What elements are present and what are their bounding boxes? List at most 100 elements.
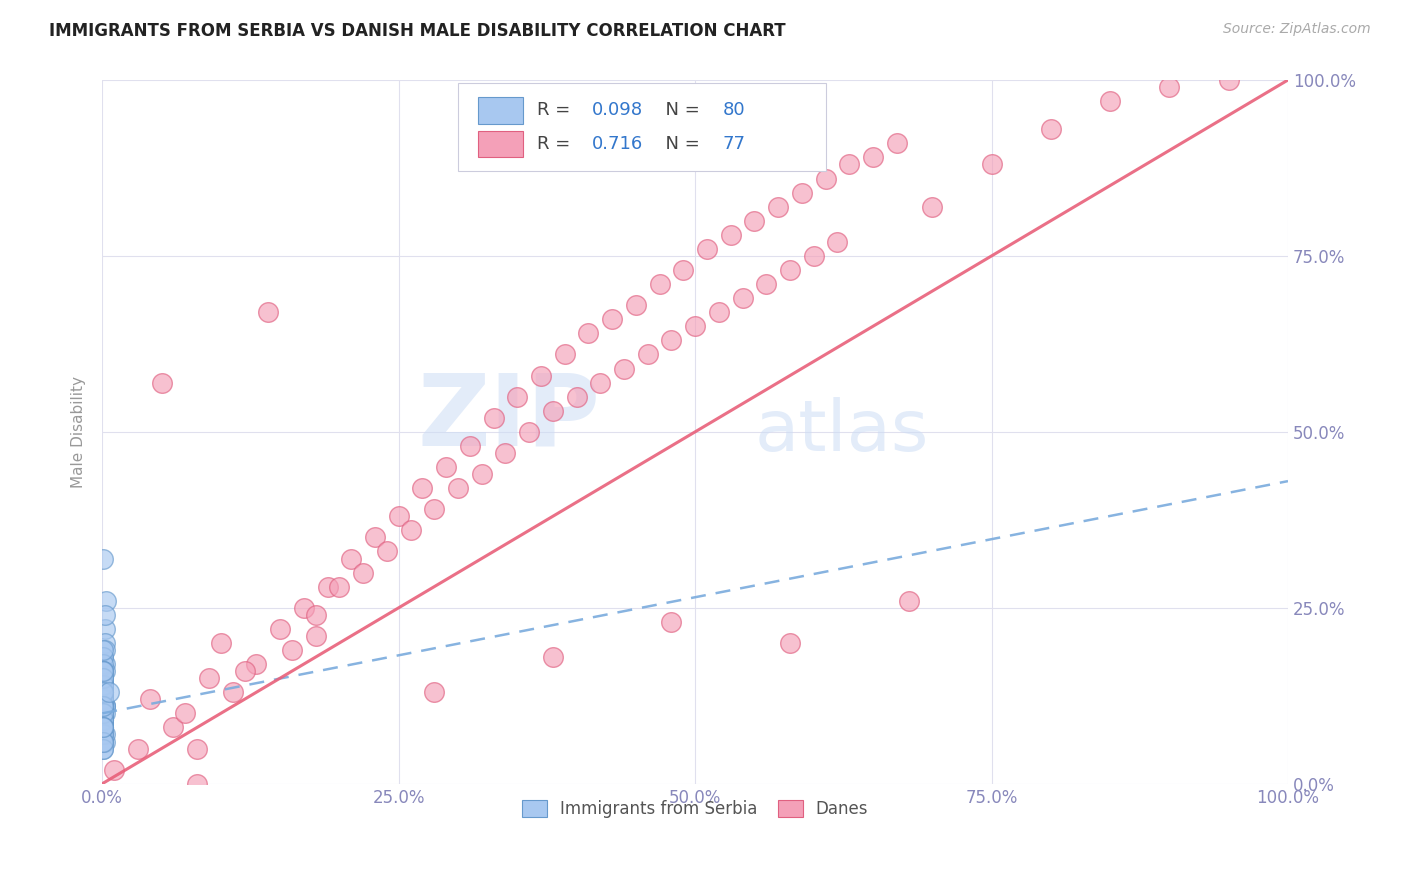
Point	[93, 650, 115, 665]
Point	[648, 277, 671, 291]
Point	[661, 615, 683, 629]
Point	[423, 685, 446, 699]
Point	[93, 734, 115, 748]
Point	[886, 136, 908, 151]
Point	[305, 629, 328, 643]
Point	[779, 263, 801, 277]
Text: 0.098: 0.098	[592, 101, 643, 120]
Point	[93, 664, 115, 678]
Point	[93, 692, 115, 706]
Point	[93, 685, 115, 699]
Point	[93, 721, 115, 735]
Point	[93, 664, 115, 678]
Point	[838, 157, 860, 171]
Point	[93, 714, 115, 728]
Point	[93, 671, 115, 685]
Point	[245, 657, 267, 672]
Point	[93, 734, 115, 748]
Text: R =: R =	[537, 135, 576, 153]
Point	[554, 347, 576, 361]
Point	[423, 502, 446, 516]
Point	[980, 157, 1002, 171]
Point	[530, 368, 553, 383]
Point	[93, 692, 115, 706]
Point	[766, 200, 789, 214]
Point	[328, 580, 350, 594]
Point	[93, 699, 115, 714]
Point	[93, 714, 115, 728]
Point	[93, 727, 115, 741]
Point	[93, 714, 115, 728]
Point	[93, 685, 115, 699]
Point	[93, 699, 115, 714]
Point	[779, 636, 801, 650]
Point	[93, 678, 115, 692]
Point	[93, 685, 115, 699]
Point	[517, 425, 540, 439]
Point	[661, 334, 683, 348]
Point	[93, 721, 115, 735]
Point	[672, 263, 695, 277]
Point	[292, 600, 315, 615]
Point	[1159, 80, 1181, 95]
Point	[1218, 73, 1240, 87]
Text: atlas: atlas	[755, 397, 929, 467]
Text: N =: N =	[654, 135, 704, 153]
Point	[93, 721, 115, 735]
Point	[93, 650, 115, 665]
Point	[399, 524, 422, 538]
Point	[93, 671, 115, 685]
Point	[93, 699, 115, 714]
Point	[257, 305, 280, 319]
Point	[411, 481, 433, 495]
Point	[790, 186, 813, 200]
Point	[93, 714, 115, 728]
Text: 0.716: 0.716	[592, 135, 643, 153]
Point	[93, 706, 115, 721]
Point	[127, 741, 149, 756]
Point	[93, 551, 115, 566]
Point	[138, 692, 160, 706]
Point	[458, 439, 481, 453]
Point	[375, 544, 398, 558]
Point	[494, 446, 516, 460]
FancyBboxPatch shape	[458, 84, 825, 171]
Point	[93, 622, 115, 636]
Point	[755, 277, 778, 291]
Point	[93, 714, 115, 728]
Point	[482, 410, 505, 425]
Point	[93, 734, 115, 748]
Point	[93, 699, 115, 714]
Point	[589, 376, 612, 390]
Point	[94, 593, 117, 607]
Point	[803, 249, 825, 263]
Point	[93, 636, 115, 650]
Point	[93, 678, 115, 692]
Point	[93, 678, 115, 692]
Point	[305, 607, 328, 622]
Point	[186, 777, 208, 791]
Y-axis label: Male Disability: Male Disability	[72, 376, 86, 488]
Point	[696, 242, 718, 256]
Point	[233, 664, 256, 678]
Point	[1099, 94, 1122, 108]
Point	[93, 727, 115, 741]
Point	[93, 721, 115, 735]
Point	[93, 706, 115, 721]
Point	[600, 312, 623, 326]
Point	[93, 706, 115, 721]
Text: IMMIGRANTS FROM SERBIA VS DANISH MALE DISABILITY CORRELATION CHART: IMMIGRANTS FROM SERBIA VS DANISH MALE DI…	[49, 22, 786, 40]
Point	[93, 678, 115, 692]
Point	[862, 150, 884, 164]
Legend: Immigrants from Serbia, Danes: Immigrants from Serbia, Danes	[515, 793, 875, 825]
Point	[93, 734, 115, 748]
Point	[93, 741, 115, 756]
Point	[93, 699, 115, 714]
Point	[340, 551, 363, 566]
Point	[93, 699, 115, 714]
Point	[541, 650, 564, 665]
Point	[93, 692, 115, 706]
Point	[93, 727, 115, 741]
Text: N =: N =	[654, 101, 704, 120]
Point	[186, 741, 208, 756]
